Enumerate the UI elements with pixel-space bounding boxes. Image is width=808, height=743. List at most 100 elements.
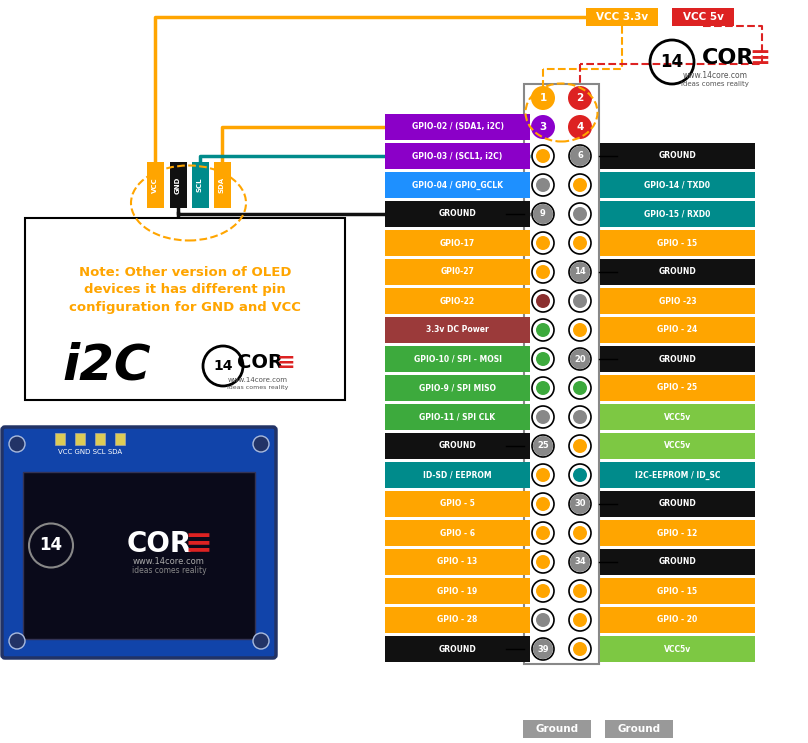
Text: 14: 14 <box>574 267 586 276</box>
Circle shape <box>569 377 591 399</box>
Circle shape <box>536 323 550 337</box>
Text: GPIO - 28: GPIO - 28 <box>437 615 478 625</box>
Circle shape <box>569 435 591 457</box>
FancyBboxPatch shape <box>385 346 530 372</box>
Text: GPIO - 25: GPIO - 25 <box>658 383 697 392</box>
FancyBboxPatch shape <box>600 230 755 256</box>
Circle shape <box>569 232 591 254</box>
Circle shape <box>569 261 591 283</box>
Circle shape <box>532 290 554 312</box>
Circle shape <box>9 436 25 452</box>
Text: Ground: Ground <box>617 724 661 734</box>
Text: ID-SD / EEPROM: ID-SD / EEPROM <box>423 470 492 479</box>
FancyBboxPatch shape <box>600 172 755 198</box>
FancyBboxPatch shape <box>75 433 85 445</box>
Circle shape <box>570 262 590 282</box>
FancyBboxPatch shape <box>385 520 530 546</box>
FancyBboxPatch shape <box>385 317 530 343</box>
Text: VCC GND SCL SDA: VCC GND SCL SDA <box>58 449 122 455</box>
Circle shape <box>531 115 555 139</box>
Circle shape <box>536 526 550 540</box>
Text: GPIO-9 / SPI MISO: GPIO-9 / SPI MISO <box>419 383 496 392</box>
Text: GROUND: GROUND <box>439 644 477 654</box>
FancyBboxPatch shape <box>600 375 755 401</box>
Circle shape <box>570 552 590 572</box>
Circle shape <box>532 638 554 660</box>
Circle shape <box>253 633 269 649</box>
Text: GPIO-10 / SPI - MOSI: GPIO-10 / SPI - MOSI <box>414 354 502 363</box>
FancyBboxPatch shape <box>600 578 755 604</box>
Circle shape <box>536 555 550 569</box>
Text: GROUND: GROUND <box>659 152 696 160</box>
Circle shape <box>532 406 554 428</box>
FancyBboxPatch shape <box>23 472 255 639</box>
Circle shape <box>573 178 587 192</box>
Text: SCL: SCL <box>197 178 203 192</box>
Circle shape <box>536 352 550 366</box>
Text: www.14core.com: www.14core.com <box>133 557 205 566</box>
FancyBboxPatch shape <box>600 143 755 169</box>
FancyBboxPatch shape <box>385 578 530 604</box>
Circle shape <box>9 633 25 649</box>
Text: VCC 5v: VCC 5v <box>683 12 723 22</box>
Circle shape <box>569 348 591 370</box>
Circle shape <box>533 639 553 659</box>
FancyBboxPatch shape <box>55 433 65 445</box>
Text: GPIO-03 / (SCL1, i2C): GPIO-03 / (SCL1, i2C) <box>412 152 503 160</box>
Circle shape <box>532 522 554 544</box>
Text: ≡: ≡ <box>185 527 213 560</box>
Circle shape <box>570 146 590 166</box>
FancyBboxPatch shape <box>600 462 755 488</box>
Text: GPIO - 19: GPIO - 19 <box>437 586 478 595</box>
FancyBboxPatch shape <box>170 162 187 208</box>
Circle shape <box>532 261 554 283</box>
Circle shape <box>569 464 591 486</box>
Circle shape <box>569 174 591 196</box>
FancyBboxPatch shape <box>586 8 658 26</box>
Text: ≡: ≡ <box>750 46 771 70</box>
Text: ideas comes reality: ideas comes reality <box>227 384 288 389</box>
Circle shape <box>532 580 554 602</box>
Circle shape <box>532 609 554 631</box>
FancyBboxPatch shape <box>95 433 105 445</box>
Text: GPIO - 24: GPIO - 24 <box>658 325 697 334</box>
FancyBboxPatch shape <box>524 83 599 663</box>
Text: 3.3v DC Power: 3.3v DC Power <box>426 325 489 334</box>
Text: GPIO-04 / GPIO_GCLK: GPIO-04 / GPIO_GCLK <box>412 181 503 189</box>
FancyBboxPatch shape <box>385 143 530 169</box>
FancyBboxPatch shape <box>600 607 755 633</box>
Circle shape <box>532 174 554 196</box>
Circle shape <box>573 323 587 337</box>
Text: GROUND: GROUND <box>439 441 477 450</box>
Circle shape <box>569 203 591 225</box>
Text: Ground: Ground <box>536 724 579 734</box>
FancyBboxPatch shape <box>605 720 673 738</box>
Text: GPIO - 15: GPIO - 15 <box>658 239 697 247</box>
Circle shape <box>569 145 591 167</box>
Text: 30: 30 <box>574 499 586 508</box>
FancyBboxPatch shape <box>600 317 755 343</box>
FancyBboxPatch shape <box>600 259 755 285</box>
Circle shape <box>536 410 550 424</box>
FancyBboxPatch shape <box>385 259 530 285</box>
Text: 39: 39 <box>537 644 549 654</box>
Circle shape <box>569 319 591 341</box>
Circle shape <box>573 439 587 453</box>
FancyBboxPatch shape <box>146 162 163 208</box>
Circle shape <box>569 290 591 312</box>
FancyBboxPatch shape <box>385 114 530 140</box>
Circle shape <box>532 435 554 457</box>
FancyBboxPatch shape <box>385 172 530 198</box>
Text: GPIO - 6: GPIO - 6 <box>440 528 475 537</box>
Text: GROUND: GROUND <box>439 210 477 218</box>
Circle shape <box>569 551 591 573</box>
Text: 14: 14 <box>213 359 233 373</box>
FancyBboxPatch shape <box>385 230 530 256</box>
FancyBboxPatch shape <box>385 288 530 314</box>
Circle shape <box>536 381 550 395</box>
Text: 3: 3 <box>540 122 547 132</box>
Text: ideas comes reality: ideas comes reality <box>132 566 206 575</box>
Circle shape <box>536 294 550 308</box>
Text: GPI0-27: GPI0-27 <box>440 267 474 276</box>
FancyBboxPatch shape <box>385 433 530 459</box>
